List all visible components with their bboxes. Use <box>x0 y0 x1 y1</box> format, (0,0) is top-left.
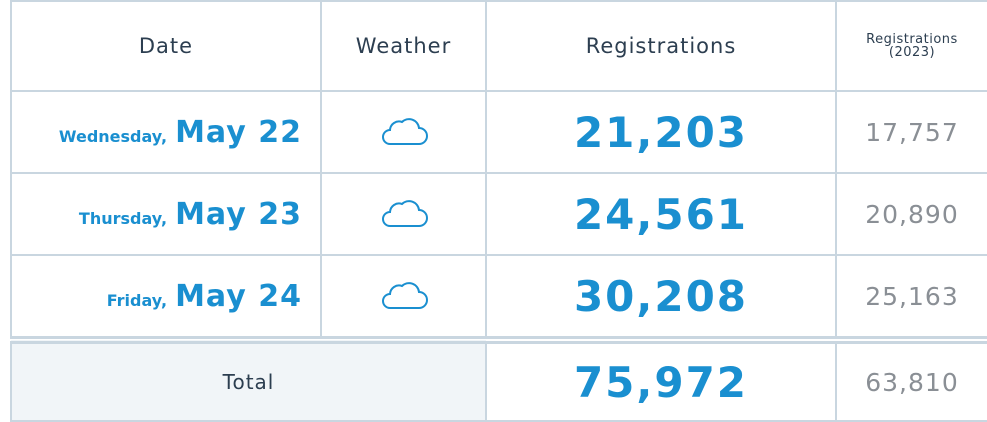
registrations-cell: 30,208 <box>485 254 837 341</box>
total-row: Total 75,972 63,810 <box>10 336 987 422</box>
weather-cell <box>320 90 487 174</box>
date-cell: Friday, May 24 <box>10 254 322 341</box>
total-label: Total <box>10 336 487 422</box>
day-label: Wednesday, <box>58 126 168 146</box>
weather-cell <box>320 172 487 256</box>
cloud-icon <box>381 200 428 227</box>
day-label: Friday, <box>106 290 168 310</box>
total-registrations-prev: 63,810 <box>835 336 987 422</box>
registrations-prev-cell: 20,890 <box>835 172 987 256</box>
header-cell: Weather <box>320 0 487 92</box>
registrations-prev-cell: 25,163 <box>835 254 987 341</box>
registrations-table: Date Weather Registrations Registrations… <box>10 0 987 422</box>
date-cell: Wednesday, May 22 <box>10 90 322 174</box>
page: Date Weather Registrations Registrations… <box>10 0 987 422</box>
registrations-prev-cell: 17,757 <box>835 90 987 174</box>
header-cell: Date <box>10 0 322 92</box>
day-label: Thursday, <box>78 208 168 228</box>
cloud-icon <box>381 282 428 309</box>
header-row: Date Weather Registrations Registrations… <box>10 0 987 92</box>
cloud-icon <box>381 118 428 145</box>
header-cell: Registrations <box>485 0 837 92</box>
table-body: Wednesday, May 22 21,203 17,757 Thursday, May… <box>10 90 987 422</box>
weather-cell <box>320 254 487 341</box>
total-registrations: 75,972 <box>485 336 837 422</box>
data-row: Wednesday, May 22 21,203 17,757 <box>10 90 987 174</box>
registrations-cell: 21,203 <box>485 90 837 174</box>
data-row: Thursday, May 23 24,561 20,890 <box>10 172 987 256</box>
date-cell: Thursday, May 23 <box>10 172 322 256</box>
header-cell: Registrations (2023) <box>835 0 987 92</box>
date-label: May 24 <box>175 278 302 314</box>
date-label: May 23 <box>175 196 302 232</box>
date-label: May 22 <box>175 114 302 150</box>
data-row: Friday, May 24 30,208 25,163 <box>10 254 987 341</box>
registrations-cell: 24,561 <box>485 172 837 256</box>
